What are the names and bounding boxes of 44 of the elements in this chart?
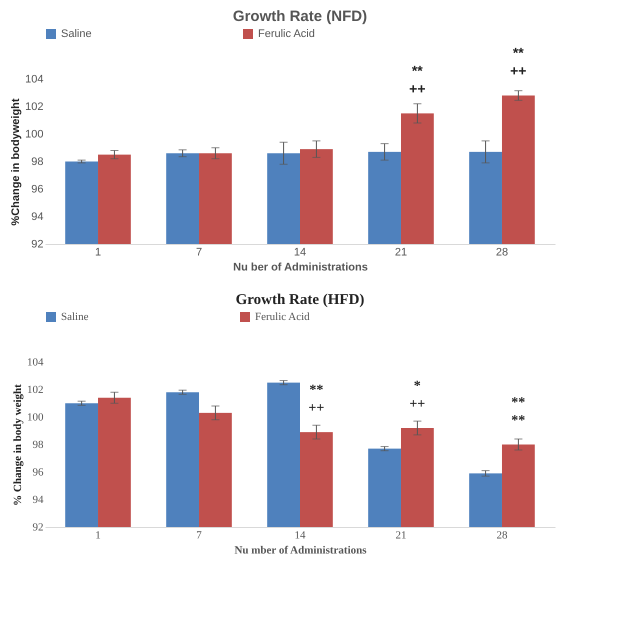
annotation: ++ bbox=[409, 397, 426, 412]
annotation: ** bbox=[512, 44, 524, 60]
y-axis-title: % Change in body weight bbox=[12, 384, 24, 506]
annotation: ** bbox=[412, 62, 424, 78]
y-tick-label: 102 bbox=[27, 384, 44, 396]
x-tick-label: 1 bbox=[95, 530, 101, 542]
x-tick-label: 14 bbox=[294, 530, 306, 542]
annotation: ** bbox=[309, 383, 324, 398]
y-tick-label: 96 bbox=[31, 184, 44, 196]
chart-title: Growth Rate (NFD) bbox=[232, 8, 368, 25]
chart-title: Growth Rate (HFD) bbox=[236, 292, 364, 308]
annotation: ++ bbox=[308, 401, 324, 416]
annotation: ++ bbox=[510, 62, 526, 78]
x-tick-label: 1 bbox=[94, 246, 102, 258]
y-tick-label: 100 bbox=[27, 412, 44, 424]
annotation: ++ bbox=[409, 80, 426, 96]
x-tick-label: 21 bbox=[394, 246, 408, 258]
y-tick-label: 92 bbox=[32, 522, 44, 534]
y-tick-label: 92 bbox=[31, 238, 44, 250]
y-tick-label: 94 bbox=[32, 494, 44, 506]
annotation: * bbox=[414, 379, 421, 394]
annotation: ** bbox=[511, 414, 526, 428]
annotation: ** bbox=[511, 396, 526, 410]
x-axis-title: Nu ber of Administrations bbox=[233, 262, 368, 274]
x-tick-label: 28 bbox=[496, 246, 508, 258]
y-tick-label: 104 bbox=[27, 356, 44, 368]
legend-label: Saline bbox=[61, 28, 92, 40]
y-tick-label: 96 bbox=[32, 466, 44, 478]
legend-label: Saline bbox=[61, 311, 89, 323]
y-tick-label: 102 bbox=[25, 101, 44, 113]
y-tick-label: 104 bbox=[25, 74, 44, 86]
legend-label: Ferulic Acid bbox=[258, 28, 315, 40]
y-tick-label: 100 bbox=[25, 128, 44, 140]
y-tick-label: 94 bbox=[31, 211, 44, 223]
y-tick-label: 98 bbox=[31, 156, 44, 168]
x-tick-label: 7 bbox=[196, 246, 202, 258]
x-axis-title: Nu mber of Administrations bbox=[234, 544, 368, 556]
legend-label: Ferulic Acid bbox=[255, 311, 310, 323]
x-tick-label: 21 bbox=[395, 530, 406, 542]
x-tick-label: 28 bbox=[496, 530, 508, 542]
y-axis-title: %Change in bodyweight bbox=[10, 98, 22, 226]
x-tick-label: 14 bbox=[294, 246, 306, 258]
y-tick-label: 98 bbox=[32, 439, 44, 451]
x-tick-label: 7 bbox=[196, 530, 202, 542]
